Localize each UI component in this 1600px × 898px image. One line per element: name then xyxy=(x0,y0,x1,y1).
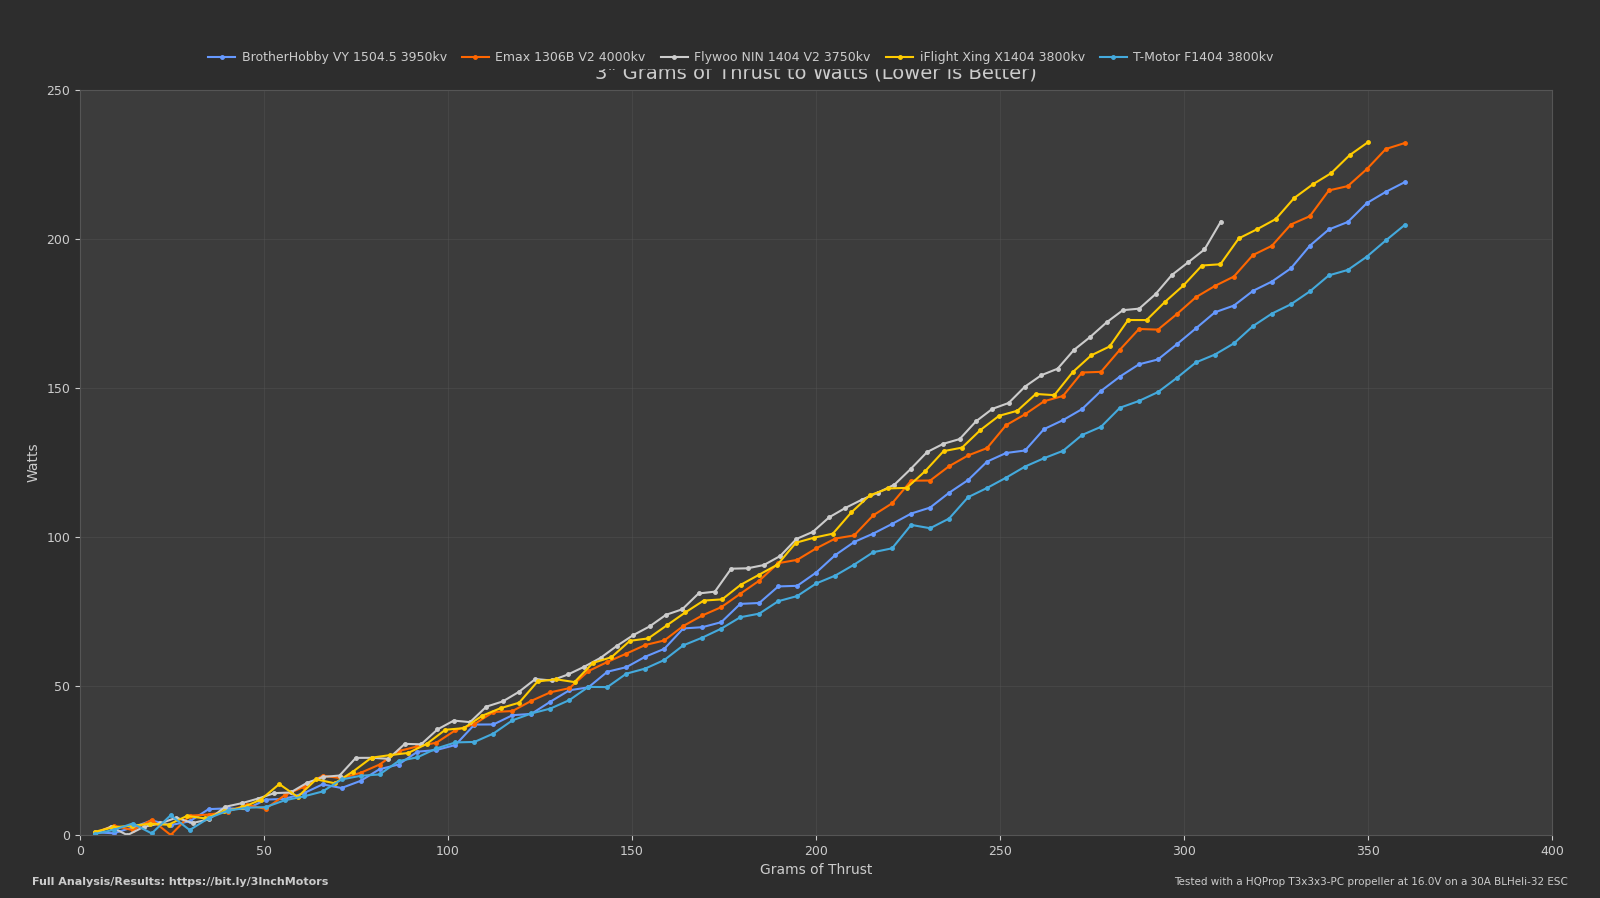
iFlight Xing X1404 3800kv xyxy=(1155,296,1174,307)
BrotherHobby VY 1504.5 3950kv xyxy=(275,794,294,805)
Emax 1306B V2 4000kv xyxy=(275,790,294,801)
Text: Tested with a HQProp T3x3x3-PC propeller at 16.0V on a 30A BLHeli-32 ESC: Tested with a HQProp T3x3x3-PC propeller… xyxy=(1174,877,1568,887)
BrotherHobby VY 1504.5 3950kv xyxy=(1395,177,1414,188)
BrotherHobby VY 1504.5 3950kv xyxy=(1224,300,1243,311)
iFlight Xing X1404 3800kv xyxy=(85,826,104,837)
BrotherHobby VY 1504.5 3950kv xyxy=(408,746,427,757)
iFlight Xing X1404 3800kv xyxy=(418,738,437,749)
Flywoo NIN 1404 V2 3750kv xyxy=(363,753,382,763)
Flywoo NIN 1404 V2 3750kv xyxy=(118,830,138,841)
Emax 1306B V2 4000kv xyxy=(85,827,104,838)
T-Motor F1404 3800kv xyxy=(427,743,446,753)
Flywoo NIN 1404 V2 3750kv xyxy=(1211,216,1230,227)
BrotherHobby VY 1504.5 3950kv xyxy=(502,709,522,720)
BrotherHobby VY 1504.5 3950kv xyxy=(104,828,123,839)
Y-axis label: Watts: Watts xyxy=(27,443,42,482)
Flywoo NIN 1404 V2 3750kv xyxy=(445,715,464,726)
Flywoo NIN 1404 V2 3750kv xyxy=(248,793,267,804)
iFlight Xing X1404 3800kv xyxy=(381,750,400,761)
Line: T-Motor F1404 3800kv: T-Motor F1404 3800kv xyxy=(93,224,1406,836)
T-Motor F1404 3800kv xyxy=(806,578,826,589)
Line: BrotherHobby VY 1504.5 3950kv: BrotherHobby VY 1504.5 3950kv xyxy=(93,180,1406,835)
Flywoo NIN 1404 V2 3750kv xyxy=(85,828,104,839)
Emax 1306B V2 4000kv xyxy=(826,533,845,544)
X-axis label: Grams of Thrust: Grams of Thrust xyxy=(760,863,872,877)
T-Motor F1404 3800kv xyxy=(389,756,408,767)
T-Motor F1404 3800kv xyxy=(1186,357,1205,368)
T-Motor F1404 3800kv xyxy=(1395,219,1414,230)
iFlight Xing X1404 3800kv xyxy=(472,710,491,721)
T-Motor F1404 3800kv xyxy=(1205,349,1224,360)
iFlight Xing X1404 3800kv xyxy=(1174,280,1194,291)
Flywoo NIN 1404 V2 3750kv xyxy=(1064,345,1083,356)
Emax 1306B V2 4000kv xyxy=(408,741,427,752)
BrotherHobby VY 1504.5 3950kv xyxy=(826,550,845,560)
iFlight Xing X1404 3800kv xyxy=(1358,136,1378,147)
BrotherHobby VY 1504.5 3950kv xyxy=(85,827,104,838)
T-Motor F1404 3800kv xyxy=(483,728,502,739)
Line: Flywoo NIN 1404 V2 3750kv: Flywoo NIN 1404 V2 3750kv xyxy=(93,220,1222,837)
Flywoo NIN 1404 V2 3750kv xyxy=(1048,364,1067,374)
Legend: BrotherHobby VY 1504.5 3950kv, Emax 1306B V2 4000kv, Flywoo NIN 1404 V2 3750kv, : BrotherHobby VY 1504.5 3950kv, Emax 1306… xyxy=(205,48,1277,68)
Flywoo NIN 1404 V2 3750kv xyxy=(722,563,741,574)
iFlight Xing X1404 3800kv xyxy=(786,537,805,548)
Line: iFlight Xing X1404 3800kv: iFlight Xing X1404 3800kv xyxy=(93,140,1370,833)
Emax 1306B V2 4000kv xyxy=(162,830,181,841)
Emax 1306B V2 4000kv xyxy=(1395,137,1414,148)
Title: 3" Grams of Thrust to Watts (Lower is Better): 3" Grams of Thrust to Watts (Lower is Be… xyxy=(595,64,1037,83)
Emax 1306B V2 4000kv xyxy=(1224,271,1243,282)
Line: Emax 1306B V2 4000kv: Emax 1306B V2 4000kv xyxy=(93,141,1406,837)
Emax 1306B V2 4000kv xyxy=(1205,280,1224,291)
T-Motor F1404 3800kv xyxy=(85,829,104,840)
Emax 1306B V2 4000kv xyxy=(502,706,522,717)
BrotherHobby VY 1504.5 3950kv xyxy=(1205,307,1224,318)
Text: Full Analysis/Results: https://bit.ly/3InchMotors: Full Analysis/Results: https://bit.ly/3I… xyxy=(32,877,328,887)
